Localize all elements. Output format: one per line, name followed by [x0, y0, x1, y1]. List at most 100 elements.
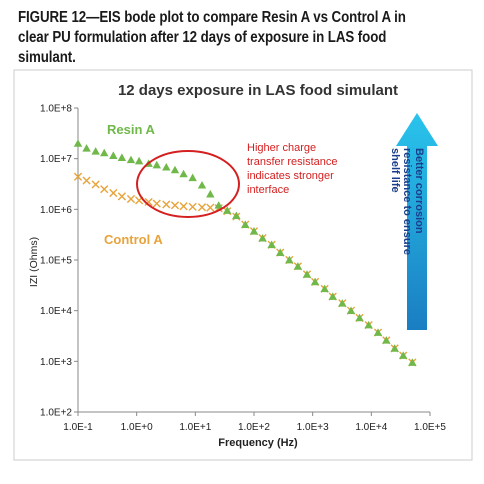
resin-a-point — [355, 313, 364, 322]
resin-a-point — [223, 206, 232, 214]
control-a-point-stroke — [109, 188, 118, 198]
resin-a-point — [206, 189, 215, 198]
control-a-point — [100, 185, 109, 194]
control-a-point-stroke — [188, 202, 197, 211]
x-tick-label: 1.0E+0 — [121, 422, 153, 433]
control-a-point — [179, 202, 188, 211]
arrow-label-line: resistance to ensure — [401, 148, 413, 255]
control-a-point-stroke — [100, 185, 109, 194]
control-a-point-stroke — [179, 202, 188, 211]
control-a-point — [170, 201, 180, 210]
y-axis-label: IZI (Ohms) — [28, 237, 40, 287]
annotation-line: interface — [247, 184, 289, 196]
annotation-line: Higher charge — [247, 142, 316, 154]
control-a-point — [152, 199, 161, 208]
control-a-point-stroke — [206, 203, 215, 212]
x-tick-label: 1.0E+3 — [297, 422, 329, 433]
x-axis-label: Frequency (Hz) — [218, 437, 298, 449]
resin-a-point — [320, 284, 329, 293]
control-a-point — [82, 176, 91, 185]
chart-title: 12 days exposure in LAS food simulant — [118, 82, 398, 99]
resin-a-point — [117, 153, 127, 161]
control-a-point-stroke — [152, 199, 161, 208]
x-tick-label: 1.0E+5 — [414, 422, 446, 433]
resin-a-point — [73, 139, 83, 147]
annotation-line: indicates stronger — [247, 170, 334, 182]
resin-a-point — [382, 336, 391, 344]
control-a-point — [73, 172, 83, 181]
figure-caption: FIGURE 12—EIS bode plot to compare Resin… — [18, 9, 406, 66]
arrow-label-line: shelf life — [389, 148, 401, 193]
resin-a-point — [170, 165, 180, 174]
resin-a-point — [258, 233, 267, 242]
x-tick-label: 1.0E+4 — [355, 422, 387, 433]
highlight-ellipse — [136, 150, 240, 218]
y-tick-label: 1.0E+8 — [40, 104, 72, 115]
axes: 1.0E-1 1.0E+0 1.0E+1 1.0E+2 1.0E+3 1.0E+4 1.0E… — [40, 104, 446, 434]
y-tick-label: 1.0E+4 — [40, 306, 72, 317]
resin-a-point — [390, 344, 399, 352]
resin-a-point — [310, 277, 320, 286]
data-points — [73, 139, 417, 367]
resin-a-point — [126, 155, 136, 164]
control-a-point-stroke — [197, 203, 207, 212]
resin-a-point — [179, 169, 188, 178]
control-a-point — [162, 200, 171, 209]
control-a-point — [188, 202, 197, 211]
control-a-point — [117, 192, 126, 201]
resin-a-point — [232, 211, 241, 220]
control-a-point — [126, 194, 136, 204]
x-tick-label: 1.0E-1 — [63, 422, 93, 433]
resin-a-point — [408, 358, 417, 366]
series-label-resin-a: Resin A — [107, 122, 156, 137]
control-a-point-stroke — [91, 180, 100, 189]
annotation-line: transfer resistance — [247, 156, 337, 168]
control-a-point-stroke — [73, 172, 83, 181]
resin-a-point — [338, 299, 347, 307]
y-tick-label: 1.0E+5 — [40, 256, 72, 267]
resin-a-point — [241, 220, 250, 228]
resin-a-point — [82, 144, 91, 152]
up-arrow-icon — [396, 113, 438, 330]
y-tick-label: 1.0E+2 — [40, 408, 72, 419]
chart-frame — [13, 69, 473, 461]
resin-a-point — [276, 248, 285, 256]
arrow-label: Better corrosion resistance to ensure sh… — [389, 148, 425, 255]
control-a-point-stroke — [117, 192, 126, 201]
control-a-point-stroke — [82, 176, 91, 185]
resin-a-point — [152, 160, 161, 169]
control-a-point-stroke — [170, 201, 180, 210]
control-a-point-stroke — [126, 194, 136, 204]
resin-a-point — [197, 180, 207, 189]
control-a-point — [197, 203, 207, 212]
annotation-text: Higher charge transfer resistance indica… — [247, 142, 337, 196]
y-tick-label: 1.0E+6 — [40, 205, 72, 216]
control-a-point — [109, 188, 118, 198]
y-tick-label: 1.0E+3 — [40, 357, 72, 368]
resin-a-point — [293, 262, 303, 270]
resin-a-point — [214, 201, 223, 209]
series-label-control-a: Control A — [104, 232, 163, 247]
resin-a-point — [100, 148, 109, 157]
resin-a-point — [364, 320, 373, 329]
resin-a-point — [399, 351, 408, 359]
arrow-label-line: Better corrosion — [413, 148, 425, 234]
resin-a-point — [267, 240, 276, 249]
y-tick-label: 1.0E+7 — [40, 154, 72, 165]
x-tick-label: 1.0E+2 — [238, 422, 270, 433]
control-a-point — [91, 180, 100, 189]
resin-a-point — [134, 156, 144, 165]
resin-a-point — [249, 227, 259, 235]
resin-a-point — [346, 306, 356, 315]
control-a-point-stroke — [162, 200, 171, 209]
resin-a-point — [162, 162, 171, 171]
resin-a-point — [91, 147, 100, 155]
x-tick-label: 1.0E+1 — [179, 422, 211, 433]
control-a-point — [206, 203, 215, 212]
resin-a-point — [373, 328, 383, 336]
resin-a-point — [302, 270, 312, 278]
resin-a-point — [109, 151, 118, 159]
resin-a-point — [285, 255, 294, 264]
resin-a-point — [188, 173, 197, 182]
